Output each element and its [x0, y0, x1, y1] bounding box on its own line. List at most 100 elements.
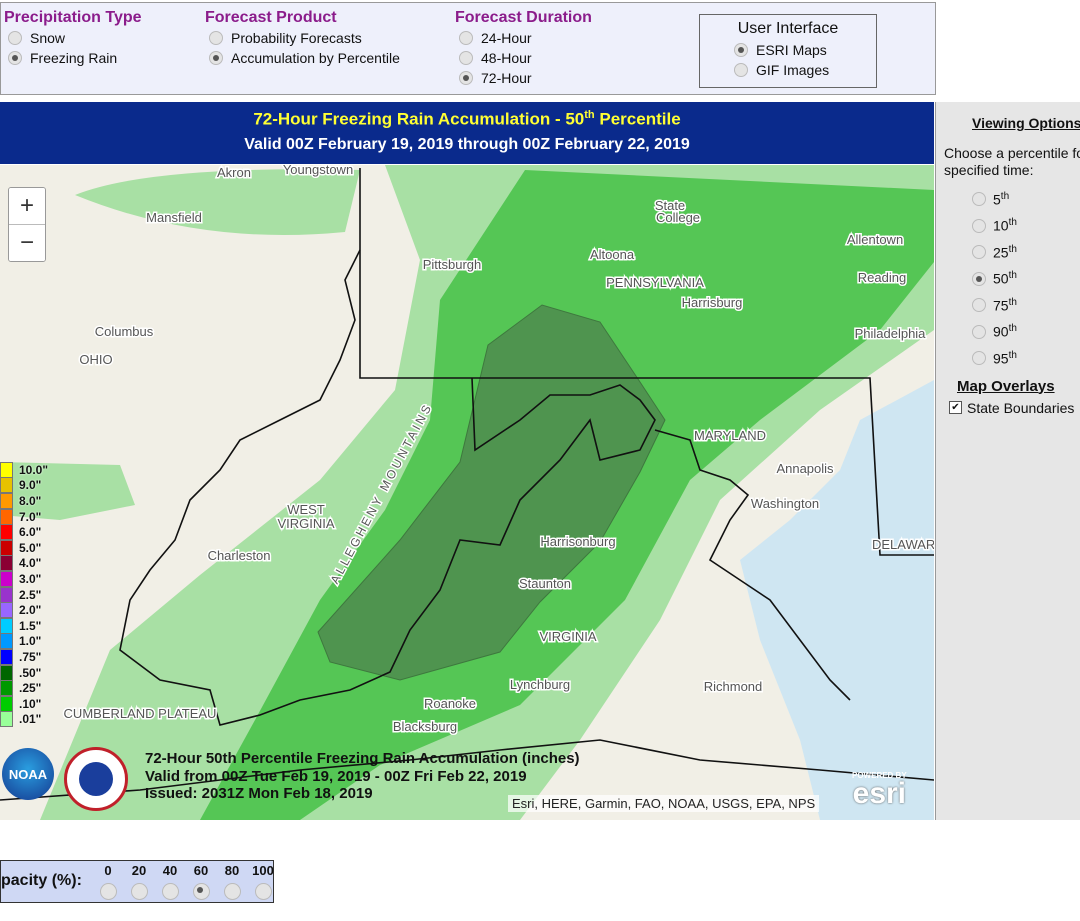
radio[interactable]: [972, 271, 986, 286]
percentile-label: 90th: [993, 323, 1017, 340]
radio[interactable]: [99, 883, 117, 900]
legend-swatch: [0, 492, 13, 509]
water: [740, 380, 934, 820]
map-caption: 72-Hour 50th Percentile Freezing Rain Ac…: [145, 750, 580, 803]
legend-swatch: [0, 664, 13, 681]
legend-row: .25": [0, 680, 48, 697]
radio[interactable]: [130, 883, 148, 900]
radio-option-label: Freezing Rain: [30, 50, 118, 66]
control-group: Forecast Duration 24-Hour 48-Hour 72-Hour: [455, 9, 592, 88]
legend-label: 2.5": [19, 587, 42, 602]
zoom-button[interactable]: +: [9, 188, 45, 224]
radio-option: Accumulation by Percentile: [209, 48, 400, 68]
percentile-suffix: th: [1008, 349, 1017, 361]
legend-row: 5.0": [0, 539, 48, 556]
radio-option-label: GIF Images: [756, 62, 830, 78]
percentile-label: 10th: [993, 217, 1017, 234]
caption-line: 72-Hour 50th Percentile Freezing Rain Ac…: [145, 750, 580, 767]
radio-option: ESRI Maps: [734, 40, 876, 60]
opacity-value: 80: [224, 863, 240, 878]
opacity-label: pacity (%):: [1, 872, 82, 889]
accum-dark: [317, 304, 666, 681]
legend-swatch: [0, 617, 13, 634]
opacity-control: pacity (%): 0 20 40 60 80 100: [0, 860, 274, 903]
percentile-option: 50th: [972, 266, 1080, 293]
zoom-control: + −: [8, 187, 46, 262]
side-panel: Viewing Options Choose a percentile for …: [935, 102, 1080, 820]
radio[interactable]: [734, 43, 748, 57]
control-group: Precipitation Type Snow Freezing Rain: [4, 9, 142, 68]
radio[interactable]: [972, 351, 986, 366]
legend-label: 1.5": [19, 618, 42, 633]
radio-option: 24-Hour: [459, 28, 592, 48]
map-subtitle: Valid 00Z February 19, 2019 through 00Z …: [244, 135, 690, 153]
checkbox[interactable]: ✔: [949, 401, 962, 414]
radio-option-label: 24-Hour: [481, 30, 532, 46]
map-label: Columbus: [95, 324, 154, 339]
radio[interactable]: [192, 883, 210, 900]
percentile-value: 90: [993, 324, 1009, 341]
map-label: WEST: [287, 502, 325, 517]
percentile-label: 75th: [993, 297, 1017, 314]
percentile-option: 95th: [972, 345, 1080, 372]
radio[interactable]: [8, 31, 22, 45]
radio-option-label: Accumulation by Percentile: [231, 50, 400, 66]
legend-label: 5.0": [19, 540, 42, 555]
legend-label: 2.0": [19, 603, 42, 618]
legend-swatch: [0, 586, 13, 603]
control-title: Forecast Duration: [455, 9, 592, 26]
radio[interactable]: [734, 63, 748, 77]
legend-label: 6.0": [19, 525, 42, 540]
radio-option: 72-Hour: [459, 68, 592, 88]
radio-option: Probability Forecasts: [209, 28, 400, 48]
esri-logo: POWERED BY esri: [852, 771, 907, 809]
zoom-button[interactable]: −: [9, 224, 45, 261]
attribution: Esri, HERE, Garmin, FAO, NOAA, USGS, EPA…: [508, 795, 820, 812]
map-label: Youngstown: [283, 165, 353, 177]
legend-row: .50": [0, 664, 48, 681]
percentile-label: 95th: [993, 350, 1017, 367]
radio[interactable]: [223, 883, 241, 900]
radio[interactable]: [209, 31, 223, 45]
map-label: Lynchburg: [510, 677, 570, 692]
radio-option-label: Snow: [30, 30, 66, 46]
percentile-suffix: th: [1008, 217, 1017, 229]
map-label: College: [656, 210, 700, 225]
overlay-row: ✔ State Boundaries: [949, 400, 1080, 416]
legend-row: 10.0": [0, 461, 48, 478]
map-label: Blacksburg: [393, 719, 457, 734]
radio[interactable]: [972, 192, 986, 207]
legend-label: 7.0": [19, 509, 42, 524]
user-interface-box: User Interface ESRI Maps GIF Images: [699, 14, 877, 88]
radio[interactable]: [459, 51, 473, 65]
map-label: Staunton: [519, 576, 571, 591]
radio[interactable]: [972, 324, 986, 339]
map-header: 72-Hour Freezing Rain Accumulation - 50t…: [0, 102, 934, 164]
legend-row: 7.0": [0, 508, 48, 525]
radio[interactable]: [972, 245, 986, 260]
opacity-value: 20: [131, 863, 147, 878]
map: Akron Youngstown Mansfield State College Pitt…: [0, 165, 934, 820]
radio-option: GIF Images: [734, 60, 876, 80]
radio[interactable]: [209, 51, 223, 65]
opacity-option: 40: [159, 863, 181, 900]
map-label: State: [655, 198, 685, 213]
legend-swatch: [0, 477, 13, 494]
radio[interactable]: [459, 71, 473, 85]
radio[interactable]: [8, 51, 22, 65]
title-text: 72-Hour Freezing Rain Accumulation - 50: [253, 109, 585, 129]
map-label: Roanoke: [424, 696, 476, 711]
radio[interactable]: [254, 883, 272, 900]
control-panel: User Interface ESRI Maps GIF Images Precip…: [0, 2, 936, 95]
radio[interactable]: [972, 218, 986, 233]
percentile-value: 75: [993, 297, 1009, 314]
radio[interactable]: [459, 31, 473, 45]
legend-row: 1.5": [0, 617, 48, 634]
legend-row: .75": [0, 648, 48, 665]
map-label: Akron: [217, 165, 251, 180]
radio[interactable]: [161, 883, 179, 900]
radio[interactable]: [972, 298, 986, 313]
map-label: Allentown: [847, 232, 903, 247]
opacity-value: 100: [252, 863, 274, 878]
